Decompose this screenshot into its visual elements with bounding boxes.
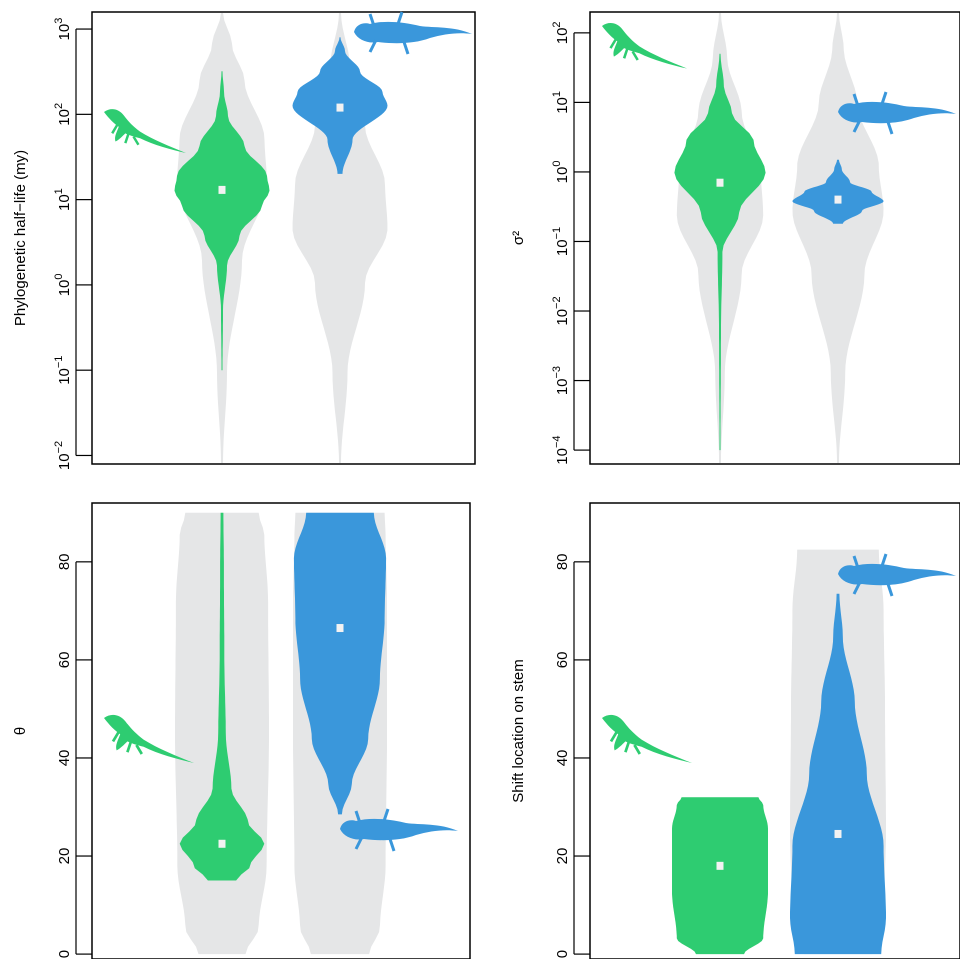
y-axis-title: σ²	[510, 231, 527, 245]
posterior-violin-anole	[174, 71, 270, 371]
anole-lizard-icon	[602, 714, 692, 763]
y-tick-label: 10−2	[53, 441, 73, 470]
y-tick-label: 20	[554, 848, 571, 865]
y-tick-label: 0	[56, 950, 73, 958]
y-axis-title: Shift location on stem	[510, 659, 527, 802]
median-marker-anole	[218, 185, 226, 194]
median-marker-gecko	[834, 829, 842, 838]
median-marker-gecko	[336, 103, 344, 112]
posterior-violin-anole	[179, 512, 265, 881]
median-marker-gecko	[834, 195, 842, 204]
y-tick-label: 10−2	[551, 296, 571, 325]
anole-lizard-icon	[104, 109, 186, 153]
y-tick-label: 100	[551, 161, 571, 184]
y-axis-title: θ	[12, 727, 29, 735]
posterior-violin-gecko	[293, 512, 387, 815]
plot-frame	[589, 11, 960, 465]
median-marker-gecko	[336, 624, 344, 633]
plot-frame	[91, 502, 471, 959]
prior-violin-gecko	[792, 13, 884, 463]
gecko-lizard-icon	[340, 808, 458, 852]
y-tick-label: 102	[551, 21, 571, 44]
y-tick-label: 101	[53, 188, 73, 211]
y-tick-label: 102	[53, 103, 73, 126]
median-marker-anole	[218, 839, 226, 848]
y-tick-label: 10−3	[551, 366, 571, 395]
plot-frame	[589, 502, 960, 959]
y-tick-label: 0	[554, 950, 571, 958]
y-tick-label: 10−4	[551, 435, 571, 464]
y-tick-label: 100	[53, 273, 73, 296]
y-tick-label: 60	[56, 652, 73, 669]
lizard-silhouettes	[104, 11, 956, 852]
y-axis-title: Phylogenetic half−life (my)	[12, 150, 29, 326]
y-tick-label: 20	[56, 848, 73, 865]
anole-lizard-icon	[602, 23, 687, 69]
y-tick-label: 10−1	[53, 356, 73, 385]
y-tick-label: 40	[554, 750, 571, 767]
y-tick-label: 10−1	[551, 227, 571, 256]
chart-panel-2: 10−4 10−3 10−2 10−1 100 101 102 σ²	[510, 11, 960, 465]
median-marker-anole	[716, 178, 724, 187]
y-tick-label: 101	[551, 91, 571, 114]
gecko-lizard-icon	[838, 553, 956, 597]
gecko-lizard-icon	[354, 11, 472, 55]
posterior-violin-gecko	[790, 593, 886, 955]
plot-frame	[91, 11, 476, 465]
posterior-violin-gecko	[792, 159, 884, 224]
posterior-violin-anole	[674, 53, 766, 451]
gecko-lizard-icon	[838, 91, 956, 135]
chart-panel-1: 10−2 10−1 100 101 102 103 Phylogenetic half−li…	[12, 11, 476, 470]
anole-lizard-icon	[104, 714, 194, 763]
chart-panel-3: 0 20 40 60 80 θ	[12, 502, 471, 959]
y-tick-label: 80	[56, 553, 73, 570]
chart-panel-4: 0 20 40 60 80 Shift location on stem	[510, 502, 960, 959]
y-tick-label: 60	[554, 652, 571, 669]
y-tick-label: 103	[53, 18, 73, 41]
y-tick-label: 80	[554, 553, 571, 570]
y-tick-label: 40	[56, 750, 73, 767]
posterior-violin-anole	[672, 797, 768, 955]
median-marker-anole	[716, 861, 724, 870]
